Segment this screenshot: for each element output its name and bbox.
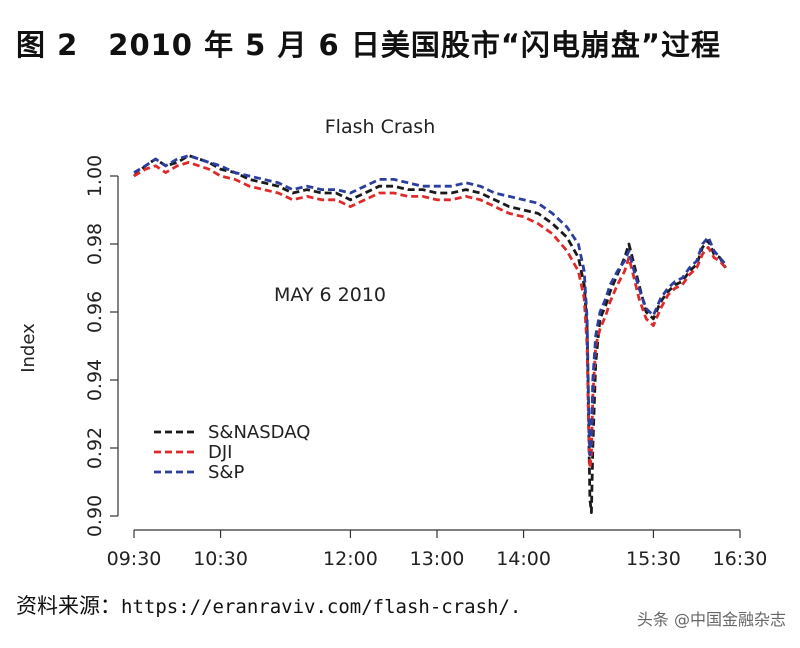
y-tick-label: 1.00 bbox=[84, 155, 106, 197]
y-axis-label: Index bbox=[18, 323, 39, 373]
axes: 09:30 10:30 12:00 13:00 14:00 15:30 16:30 0.90 0… bbox=[84, 155, 767, 570]
source-note: 资料来源：https://eranraviv.com/flash-crash/. bbox=[16, 590, 521, 620]
x-tick-label: 09:30 bbox=[107, 548, 162, 570]
watermark: 头条 @中国金融杂志 bbox=[636, 610, 786, 629]
series-layer bbox=[133, 154, 727, 514]
x-tick-label: 13:00 bbox=[410, 548, 465, 570]
chart-title: Flash Crash bbox=[325, 116, 436, 138]
x-tick-label: 16:30 bbox=[713, 548, 768, 570]
source-label: 资料来源： bbox=[16, 594, 121, 618]
chart-annotation: MAY 6 2010 bbox=[274, 284, 386, 306]
figure-title: 图 2 2010 年 5 月 6 日美国股市“闪电崩盘”过程 bbox=[16, 28, 721, 62]
x-tick-label: 14:00 bbox=[496, 548, 551, 570]
x-tick-label: 10:30 bbox=[193, 548, 248, 570]
legend-label: S&P bbox=[208, 462, 244, 483]
x-tick-label: 12:00 bbox=[323, 548, 378, 570]
y-tick-label: 0.94 bbox=[84, 359, 106, 401]
series-line bbox=[133, 154, 727, 514]
y-tick-label: 0.90 bbox=[84, 495, 106, 537]
y-tick-label: 0.96 bbox=[84, 291, 106, 333]
y-tick-label: 0.92 bbox=[84, 427, 106, 469]
x-tick-label: 15:30 bbox=[626, 548, 681, 570]
legend-label: DJI bbox=[208, 442, 232, 463]
y-tick-label: 0.98 bbox=[84, 223, 106, 265]
legend-label: S&NASDAQ bbox=[208, 422, 310, 443]
series-line bbox=[133, 154, 727, 457]
source-url: https://eranraviv.com/flash-crash/. bbox=[121, 596, 522, 618]
